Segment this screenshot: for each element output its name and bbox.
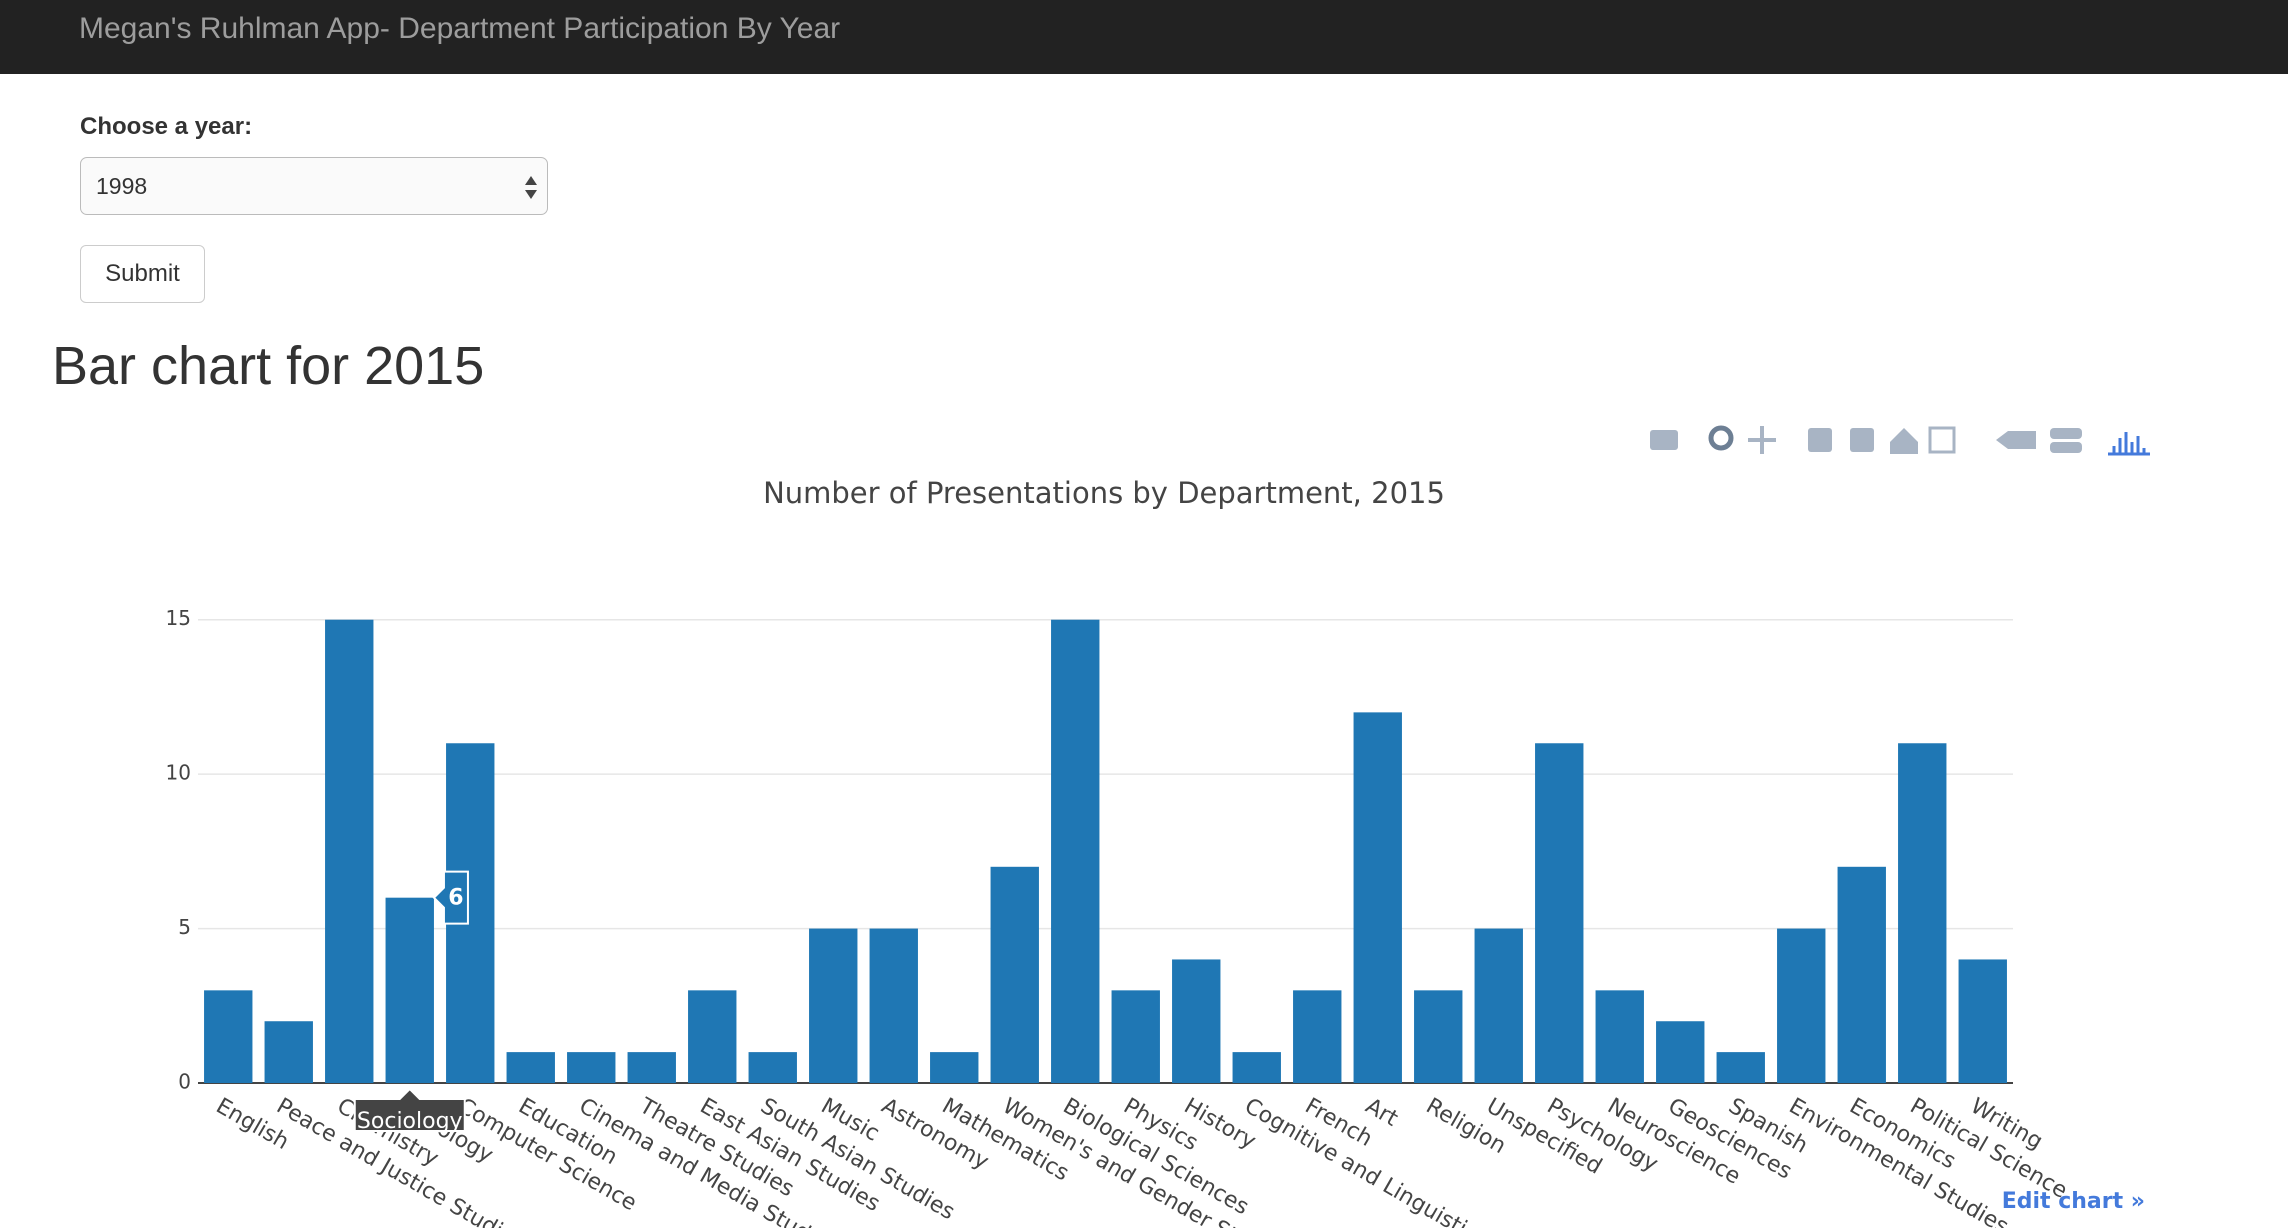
- autoscale-icon[interactable]: [1928, 426, 1956, 454]
- bar: [1111, 990, 1160, 1083]
- edit-chart-link[interactable]: Edit chart »: [2002, 1189, 2145, 1214]
- bar: [869, 928, 918, 1083]
- hover-closest-icon[interactable]: [1996, 431, 2036, 449]
- arrow-up: [525, 176, 537, 185]
- bar: [567, 1052, 616, 1083]
- camera-icon[interactable]: [1650, 430, 1678, 450]
- bar: [1958, 959, 2007, 1083]
- bar: [1353, 712, 1402, 1083]
- bar: [204, 990, 253, 1083]
- zoom-in-icon[interactable]: [1808, 428, 1832, 452]
- bar: [1837, 866, 1886, 1083]
- bar: [1898, 743, 1947, 1083]
- chart-title: Number of Presentations by Department, 2…: [763, 476, 1445, 510]
- bar: [627, 1052, 676, 1083]
- bar: [1535, 743, 1584, 1083]
- hover-label-box: [353, 1087, 466, 1132]
- bar: [325, 619, 374, 1083]
- hover-label: Sociology: [357, 1109, 463, 1134]
- chart-heading: Bar chart for 2015: [52, 336, 485, 396]
- bar: [506, 1052, 555, 1083]
- toolbar: [1650, 425, 2150, 456]
- bar: [1716, 1052, 1765, 1083]
- bar: [1595, 990, 1644, 1083]
- year-select[interactable]: 1998: [80, 157, 548, 215]
- y-tick-label: 5: [178, 915, 191, 939]
- year-label: Choose a year:: [80, 113, 253, 140]
- app-title[interactable]: Megan's Ruhlman App- Department Particip…: [79, 12, 841, 45]
- hover-tooltip: 6 Sociology: [353, 870, 469, 1134]
- y-tick-label: 15: [166, 606, 191, 630]
- bar: [1474, 928, 1523, 1083]
- bar: [688, 990, 737, 1083]
- bar: [809, 928, 858, 1083]
- bar: [1232, 1052, 1281, 1083]
- zoom-icon[interactable]: [1708, 425, 1734, 451]
- bar: [1414, 990, 1463, 1083]
- pan-icon[interactable]: [1748, 426, 1776, 454]
- bar: [990, 866, 1039, 1083]
- y-tick-label: 10: [166, 761, 191, 785]
- plotly-logo[interactable]: [2108, 432, 2150, 456]
- bar: [1051, 619, 1100, 1083]
- bar: [264, 1021, 313, 1083]
- y-tick-label: 0: [178, 1070, 191, 1094]
- home-icon[interactable]: [1890, 428, 1918, 454]
- bar: [748, 1052, 797, 1083]
- bar: [1172, 959, 1221, 1083]
- bar: [385, 897, 434, 1083]
- navbar: Megan's Ruhlman App- Department Particip…: [0, 0, 2288, 74]
- hover-compare-icon[interactable]: [2050, 442, 2082, 453]
- bar: [1293, 990, 1342, 1083]
- hover-compare-icon[interactable]: [2050, 428, 2082, 439]
- submit-button[interactable]: Submit: [80, 245, 205, 303]
- selected-year: 1998: [96, 173, 148, 199]
- zoom-out-icon[interactable]: [1850, 428, 1874, 452]
- chart: Number of Presentations by Department, 2…: [166, 425, 2150, 1228]
- hover-value: 6: [448, 886, 463, 911]
- hover-value-box: [432, 870, 469, 925]
- arrow-down: [525, 190, 537, 199]
- bar: [930, 1052, 979, 1083]
- bar: [1777, 928, 1826, 1083]
- bar: [1656, 1021, 1705, 1083]
